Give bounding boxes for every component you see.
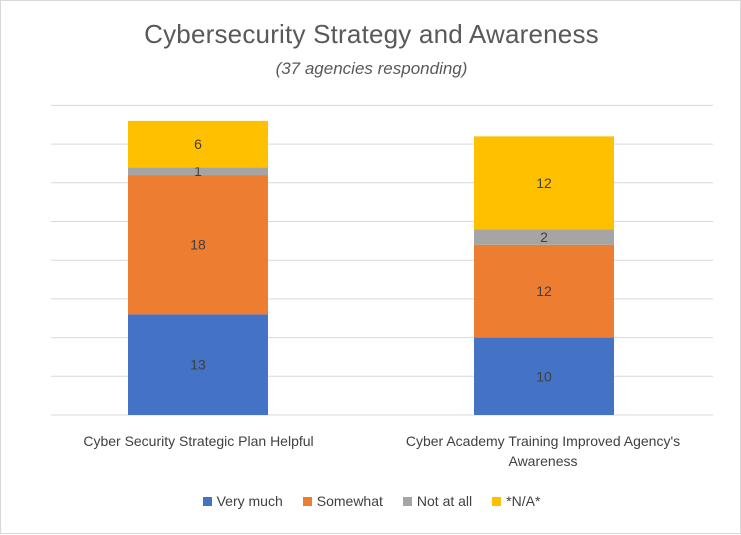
data-label: 10 [536, 368, 552, 384]
data-label: 12 [536, 283, 552, 299]
bar-segment-notatall [128, 167, 268, 176]
legend-swatch [202, 496, 212, 506]
bar-segment-notatall [474, 229, 614, 245]
legend-swatch [302, 496, 312, 506]
legend-item: *N/A* [492, 493, 540, 509]
data-label: 6 [194, 136, 202, 152]
chart-subtitle: (37 agencies responding) [275, 59, 468, 78]
bar-segment-na [474, 136, 614, 230]
data-label: 13 [190, 357, 206, 373]
legend-swatch [492, 496, 502, 506]
legend-label: Somewhat [316, 493, 383, 509]
bar-segment-verymuch [128, 314, 268, 415]
chart-title: Cybersecurity Strategy and Awareness [144, 19, 599, 49]
legend-label: *N/A* [506, 493, 541, 509]
legend: Very much Somewhat Not at all *N/A* [1, 493, 741, 509]
legend-item: Somewhat [302, 493, 383, 509]
legend-label: Not at all [416, 493, 473, 509]
bar-segment-verymuch [474, 337, 614, 415]
category-label-1: Cyber Security Strategic Plan Helpful [83, 433, 314, 449]
bar-segment-na [128, 120, 268, 168]
data-label: 1 [194, 163, 202, 179]
category-label-2: Cyber Academy Training Improved Agency's… [405, 433, 681, 469]
data-label: 12 [536, 175, 552, 191]
legend-label: Very much [216, 493, 283, 509]
legend-item: Very much [202, 493, 283, 509]
data-label: 2 [540, 229, 548, 245]
bar-segment-somewhat [474, 244, 614, 338]
data-label: 18 [190, 237, 206, 253]
bar-segment-somewhat [128, 175, 268, 315]
legend-item: Not at all [402, 493, 473, 509]
legend-swatch [402, 496, 412, 506]
